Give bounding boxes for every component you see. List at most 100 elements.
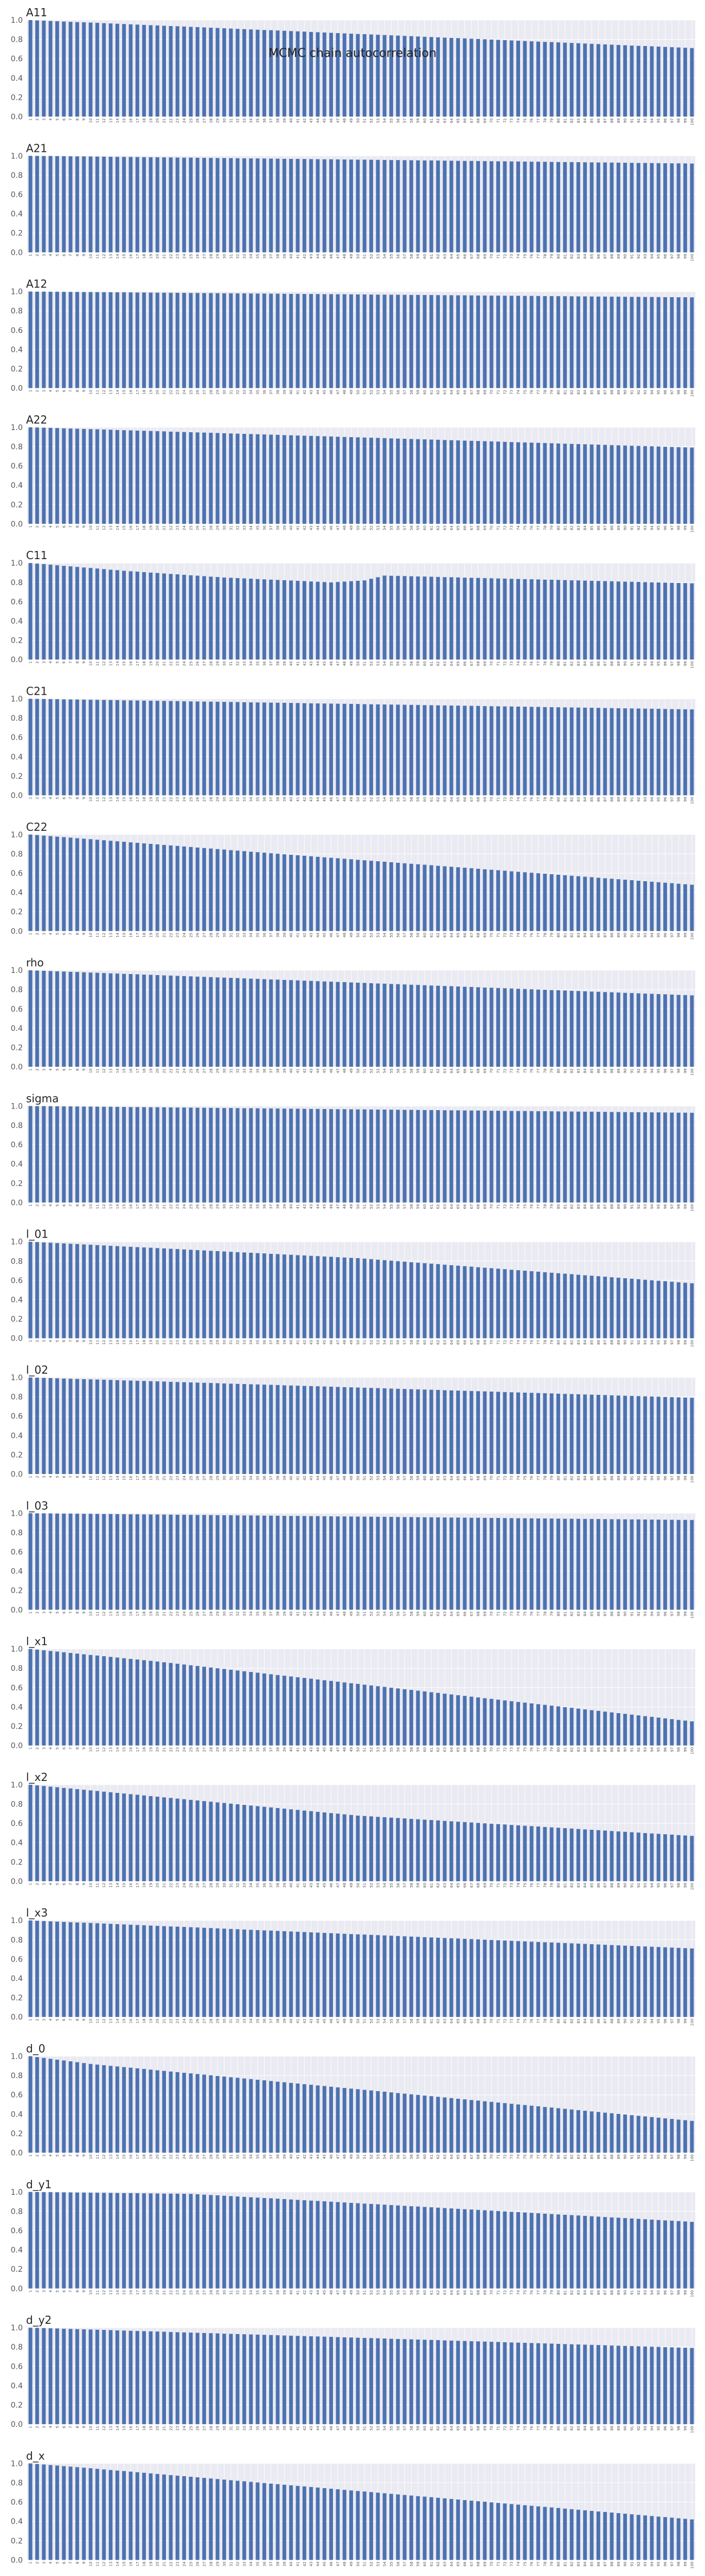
x-tick-label: 54 bbox=[383, 932, 387, 937]
x-tick-label: 62 bbox=[436, 1068, 440, 1073]
autocorrelation-bar bbox=[496, 1268, 501, 1338]
x-tick-label: 85 bbox=[590, 1068, 594, 1073]
autocorrelation-bar bbox=[108, 2066, 113, 2153]
x-tick-label: 12 bbox=[102, 1747, 106, 1752]
autocorrelation-bar bbox=[362, 983, 367, 1067]
autocorrelation-bar bbox=[650, 297, 654, 388]
x-tick-label: 2 bbox=[35, 1068, 40, 1071]
autocorrelation-bar bbox=[282, 1108, 286, 1203]
autocorrelation-bar bbox=[569, 296, 574, 388]
x-tick-label: 36 bbox=[262, 525, 267, 530]
x-tick-label: 13 bbox=[109, 390, 113, 395]
autocorrelation-bar bbox=[55, 1106, 59, 1203]
autocorrelation-bar bbox=[683, 583, 687, 660]
x-tick-label: 75 bbox=[523, 1204, 527, 1209]
autocorrelation-bar bbox=[202, 701, 206, 796]
autocorrelation-bar bbox=[55, 565, 59, 660]
x-tick-label: 41 bbox=[296, 1476, 300, 1481]
autocorrelation-bar bbox=[275, 979, 280, 1067]
x-tick-label: 89 bbox=[617, 797, 621, 802]
x-tick-label: 73 bbox=[510, 661, 514, 666]
y-tick-label: 0.8 bbox=[11, 36, 23, 44]
x-tick-label: 95 bbox=[657, 1068, 661, 1073]
autocorrelation-bar bbox=[229, 1383, 233, 1474]
x-tick-label: 4 bbox=[49, 1611, 53, 1614]
x-tick-label: 78 bbox=[543, 1476, 547, 1481]
autocorrelation-bar bbox=[215, 1515, 220, 1610]
axes-background bbox=[27, 1513, 695, 1610]
x-tick-label: 23 bbox=[176, 1883, 180, 1888]
x-tick-label: 84 bbox=[583, 797, 587, 802]
x-tick-label: 87 bbox=[603, 526, 607, 530]
autocorrelation-bar bbox=[68, 971, 73, 1067]
x-tick-label: 47 bbox=[336, 933, 340, 938]
x-tick-label: 38 bbox=[276, 1747, 280, 1752]
autocorrelation-bar bbox=[48, 971, 53, 1067]
x-tick-label: 78 bbox=[543, 254, 547, 259]
autocorrelation-bar bbox=[75, 428, 79, 524]
x-tick-label: 39 bbox=[283, 1068, 287, 1073]
autocorrelation-bar bbox=[389, 1687, 393, 1746]
autocorrelation-bar bbox=[583, 296, 587, 388]
x-tick-label: 31 bbox=[229, 1883, 233, 1888]
x-tick-label: 59 bbox=[416, 1204, 420, 1209]
x-tick-label: 65 bbox=[456, 661, 460, 666]
x-tick-label: 87 bbox=[603, 1476, 607, 1481]
autocorrelation-bar bbox=[402, 1818, 407, 1881]
x-tick-label: 34 bbox=[249, 1747, 253, 1752]
x-tick-label: 58 bbox=[409, 797, 414, 802]
autocorrelation-bar bbox=[289, 1809, 293, 1881]
x-tick-label: 81 bbox=[563, 390, 567, 395]
autocorrelation-bar bbox=[663, 1396, 668, 1474]
x-tick-label: 31 bbox=[229, 1611, 233, 1616]
autocorrelation-bar bbox=[195, 1927, 200, 2017]
x-tick-label: 94 bbox=[650, 797, 654, 802]
x-tick-label: 86 bbox=[597, 1882, 601, 1887]
x-tick-label: 69 bbox=[483, 1340, 487, 1345]
x-tick-label: 80 bbox=[556, 1611, 561, 1616]
x-tick-label: 21 bbox=[162, 661, 166, 666]
x-tick-label: 54 bbox=[383, 1475, 387, 1480]
x-tick-label: 74 bbox=[516, 525, 521, 530]
autocorrelation-bar bbox=[676, 583, 681, 660]
axes-background bbox=[27, 2056, 695, 2153]
autocorrelation-bar bbox=[409, 1262, 413, 1338]
x-tick-label: 98 bbox=[677, 526, 681, 530]
x-tick-label: 37 bbox=[269, 1068, 273, 1073]
x-tick-label: 95 bbox=[657, 797, 661, 802]
autocorrelation-bar bbox=[336, 982, 340, 1067]
autocorrelation-bar bbox=[322, 159, 326, 253]
x-tick-label: 68 bbox=[476, 526, 480, 530]
x-tick-label: 39 bbox=[283, 118, 287, 123]
autocorrelation-bar bbox=[349, 1258, 353, 1338]
autocorrelation-bar bbox=[95, 292, 99, 388]
autocorrelation-bar bbox=[589, 43, 594, 117]
x-tick-label: 62 bbox=[436, 661, 440, 666]
autocorrelation-bar bbox=[175, 976, 180, 1067]
x-tick-label: 37 bbox=[269, 526, 273, 530]
autocorrelation-bar bbox=[443, 986, 447, 1067]
x-tick-label: 5 bbox=[55, 1883, 60, 1885]
x-tick-label: 69 bbox=[483, 797, 487, 802]
autocorrelation-bar bbox=[155, 975, 159, 1067]
x-tick-label: 93 bbox=[643, 797, 648, 802]
x-tick-label: 75 bbox=[523, 1340, 527, 1345]
x-tick-label: 52 bbox=[369, 254, 374, 259]
x-tick-label: 52 bbox=[369, 1204, 374, 1209]
x-tick-label: 16 bbox=[129, 1340, 133, 1344]
x-tick-label: 95 bbox=[657, 390, 661, 395]
autocorrelation-bar bbox=[349, 1516, 353, 1610]
autocorrelation-bar bbox=[35, 1649, 39, 1746]
x-tick-label: 4 bbox=[49, 1475, 53, 1478]
x-tick-label: 98 bbox=[677, 933, 681, 938]
y-tick-label: 0.2 bbox=[11, 2130, 23, 2138]
autocorrelation-bar bbox=[48, 1378, 53, 1474]
x-tick-label: 77 bbox=[536, 1204, 541, 1209]
x-tick-label: 98 bbox=[677, 2018, 681, 2023]
autocorrelation-bar bbox=[496, 296, 501, 388]
autocorrelation-bar bbox=[336, 294, 340, 388]
y-tick-label: 0.4 bbox=[11, 2110, 23, 2119]
autocorrelation-bar bbox=[356, 1815, 360, 1881]
x-tick-label: 34 bbox=[249, 797, 253, 802]
x-tick-label: 50 bbox=[356, 1476, 360, 1481]
